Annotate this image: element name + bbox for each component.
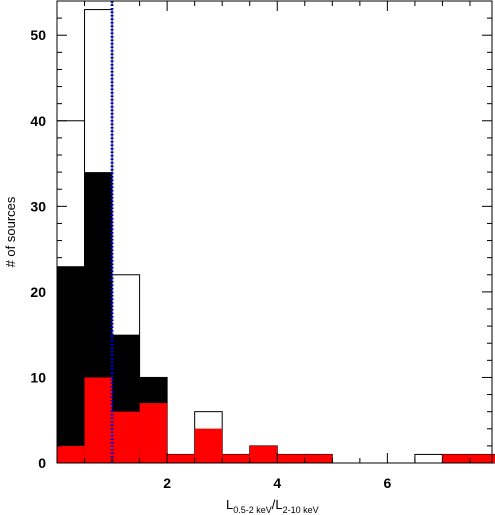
bar-series-3-bin-4 — [139, 403, 168, 463]
bar-series-3-bin-8 — [249, 445, 278, 463]
y-tick-label-10: 10 — [30, 369, 46, 385]
x-axis-label-sub2: 2-10 keV — [283, 505, 319, 515]
ticks-layer: 0 10 20 30 40 50 2 4 6 — [30, 0, 492, 491]
y-tick-label-20: 20 — [30, 284, 46, 300]
bar-series-3-bin-3 — [112, 411, 140, 463]
x-axis-label-slash: /L — [272, 497, 283, 512]
bar-series-3-bin-7 — [222, 454, 250, 463]
bars-layer — [56, 9, 495, 464]
bar-series-3-bin-2 — [84, 377, 113, 463]
x-axis-label-main: L — [226, 497, 233, 512]
bar-series-2-bin-1 — [57, 266, 85, 463]
bar-series-3-bin-6 — [194, 428, 223, 463]
y-tick-label-40: 40 — [30, 113, 46, 129]
y-tick-label-30: 30 — [30, 198, 46, 214]
bar-series-3-bin-9 — [277, 454, 305, 463]
x-tick-label-6: 6 — [383, 475, 391, 491]
bar-series-1-bin-14 — [414, 453, 443, 464]
x-tick-label-2: 2 — [163, 475, 171, 491]
x-axis-label: L0.5-2 keV/L2-10 keV — [226, 497, 319, 515]
bar-series-3-bin-16 — [469, 454, 495, 463]
bar-series-3-bin-1 — [57, 445, 85, 463]
y-tick-label-0: 0 — [38, 455, 46, 471]
x-tick-label-4: 4 — [273, 475, 281, 491]
bar-series-3-bin-5 — [167, 454, 195, 463]
x-axis-label-sub1: 0.5-2 keV — [233, 505, 272, 515]
y-axis-label: # of sources — [3, 196, 18, 267]
bar-series-3-bin-10 — [304, 454, 333, 463]
plot-frame — [56, 0, 493, 464]
bar-series-3-bin-15 — [442, 454, 470, 463]
y-tick-label-50: 50 — [30, 27, 46, 43]
